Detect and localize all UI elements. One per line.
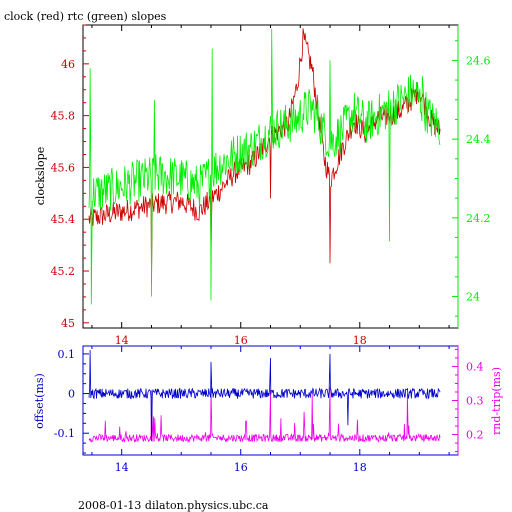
rtc-series-line <box>88 28 441 305</box>
offset-series-line <box>88 349 441 442</box>
rndtrip-ticks: 0.4 0.3 0.2 <box>452 348 484 453</box>
slopes-x-ticks: 14 16 18 <box>91 25 450 347</box>
clockslope-axis-label: clockslope <box>34 147 47 205</box>
offset-axis-label: offset(ms) <box>33 373 46 429</box>
x-tick-label: 14 <box>115 461 129 474</box>
left-tick-label: 0.1 <box>58 348 76 361</box>
left-tick-label: 45.6 <box>51 161 76 174</box>
x-tick-label: 16 <box>234 461 248 474</box>
right-tick-label: 0.2 <box>466 429 484 442</box>
left-tick-label: 45.8 <box>51 110 76 123</box>
left-tick-label: 45 <box>61 317 75 330</box>
slopes-series <box>88 28 441 305</box>
rndtrip-series-line <box>88 386 441 444</box>
clockslope-ticks: 45 45.2 45.4 45.6 45.8 46 <box>51 24 89 330</box>
left-tick-label: 45.4 <box>51 213 76 226</box>
x-tick-label: 18 <box>353 461 367 474</box>
right-tick-label: 0.4 <box>466 360 484 373</box>
offset-ticks: 0.1 0 -0.1 <box>54 348 89 454</box>
left-tick-label: 46 <box>61 58 75 71</box>
offset-series <box>88 349 441 444</box>
rndtrip-axis-label: rnd-trip(ms) <box>490 367 503 435</box>
offset-panel: 14 16 18 0.1 0 -0.1 0.4 0.3 0.2 offset(ms) rnd… <box>33 345 503 474</box>
x-tick-label: 14 <box>115 334 129 347</box>
right-tick-label: 24.2 <box>466 212 491 225</box>
footer-caption: 2008-01-13 dilaton.physics.ubc.ca <box>78 499 269 512</box>
right-tick-label: 24 <box>466 291 480 304</box>
slopes-panel: 14 16 18 45 45.2 45.4 45.6 45.8 46 24 24.2 24.4 24… <box>34 24 491 347</box>
left-tick-label: 0 <box>68 388 75 401</box>
right-tick-label: 24.6 <box>466 54 491 67</box>
left-tick-label: -0.1 <box>54 427 75 440</box>
x-tick-label: 18 <box>353 334 367 347</box>
left-tick-label: 45.2 <box>51 265 76 278</box>
right-tick-label: 24.4 <box>466 133 491 146</box>
clock-series-line <box>88 28 441 285</box>
chart-title: clock (red) rtc (green) slopes <box>4 10 167 23</box>
offset-x-ticks: 14 16 18 <box>91 346 450 474</box>
right-tick-label: 0.3 <box>466 395 484 408</box>
x-tick-label: 16 <box>234 334 248 347</box>
